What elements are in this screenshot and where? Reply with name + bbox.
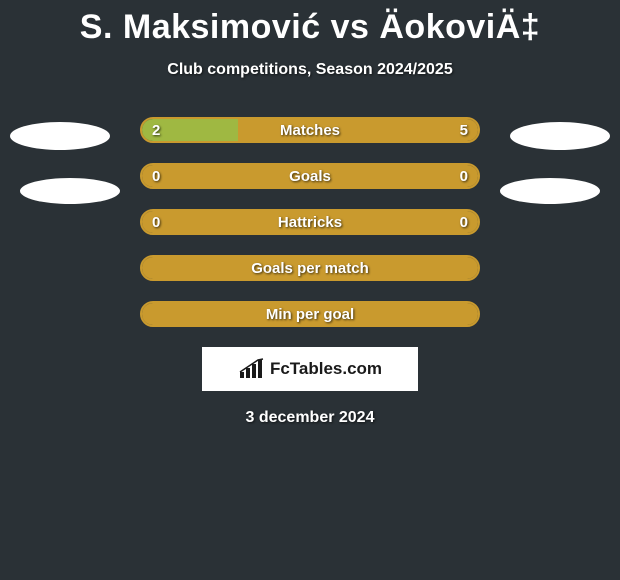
stat-bar: Goals per match xyxy=(140,255,480,281)
page-title: S. Maksimović vs ÄokoviÄ‡ xyxy=(0,0,620,47)
stat-label: Goals xyxy=(142,165,478,187)
logo-box: FcTables.com xyxy=(202,347,418,391)
stat-bar: 00Hattricks xyxy=(140,209,480,235)
stat-label: Min per goal xyxy=(142,303,478,325)
date-text: 3 december 2024 xyxy=(0,409,620,427)
stat-bar: 25Matches xyxy=(140,117,480,143)
bar-chart-icon xyxy=(238,358,264,380)
stat-bar: Min per goal xyxy=(140,301,480,327)
logo-text: FcTables.com xyxy=(270,359,382,379)
player1-name: S. Maksimović xyxy=(80,8,321,46)
stat-row: 00Goals xyxy=(0,163,620,189)
stats-rows: 25Matches 00Goals 00Hattricks Goals per mat… xyxy=(0,117,620,327)
vs-text: vs xyxy=(331,8,370,46)
stat-row: 00Hattricks xyxy=(0,209,620,235)
stat-row: 25Matches xyxy=(0,117,620,143)
stat-bar: 00Goals xyxy=(140,163,480,189)
subtitle: Club competitions, Season 2024/2025 xyxy=(0,61,620,79)
stat-row: Min per goal xyxy=(0,301,620,327)
stat-row: Goals per match xyxy=(0,255,620,281)
stat-label: Matches xyxy=(142,119,478,141)
stat-label: Goals per match xyxy=(142,257,478,279)
player2-name: ÄokoviÄ‡ xyxy=(379,8,540,46)
stat-label: Hattricks xyxy=(142,211,478,233)
